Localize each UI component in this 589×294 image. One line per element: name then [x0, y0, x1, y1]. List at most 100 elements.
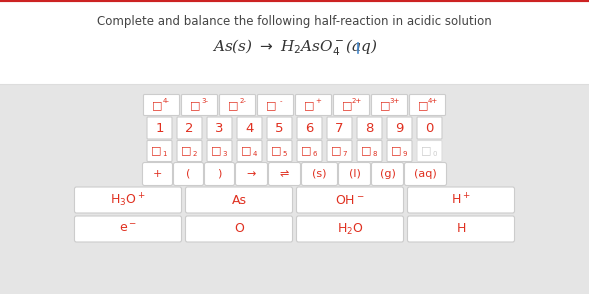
Text: □: □: [181, 145, 192, 155]
Text: 3: 3: [215, 121, 224, 134]
Text: (s): (s): [312, 169, 327, 179]
FancyBboxPatch shape: [267, 141, 292, 161]
Text: OH$^-$: OH$^-$: [335, 193, 365, 206]
Text: 6: 6: [305, 121, 314, 134]
FancyBboxPatch shape: [237, 117, 262, 139]
Text: H$_2$O: H$_2$O: [337, 221, 363, 237]
Text: 0: 0: [425, 121, 434, 134]
Text: (l): (l): [349, 169, 360, 179]
Text: □: □: [190, 100, 201, 110]
Text: 2+: 2+: [352, 98, 362, 104]
Text: e$^-$: e$^-$: [119, 223, 137, 235]
FancyBboxPatch shape: [302, 163, 337, 186]
FancyBboxPatch shape: [143, 163, 173, 186]
FancyBboxPatch shape: [74, 216, 181, 242]
Text: 0: 0: [432, 151, 437, 157]
FancyBboxPatch shape: [357, 117, 382, 139]
FancyBboxPatch shape: [296, 187, 403, 213]
Text: □: □: [241, 145, 252, 155]
Text: 4+: 4+: [428, 98, 438, 104]
Text: ⇌: ⇌: [280, 169, 289, 179]
Text: □: □: [229, 100, 239, 110]
Text: 3: 3: [222, 151, 227, 157]
FancyBboxPatch shape: [269, 163, 300, 186]
Text: (: (: [186, 169, 191, 179]
FancyBboxPatch shape: [267, 117, 292, 139]
Text: 4: 4: [252, 151, 257, 157]
FancyBboxPatch shape: [0, 84, 589, 294]
Text: 1: 1: [155, 121, 164, 134]
FancyBboxPatch shape: [409, 94, 445, 116]
Text: 4: 4: [245, 121, 254, 134]
Text: 3+: 3+: [389, 98, 400, 104]
FancyBboxPatch shape: [408, 216, 515, 242]
Text: H$^+$: H$^+$: [451, 192, 471, 208]
Text: □: □: [331, 145, 342, 155]
Text: As(s) $\rightarrow$ H$_2$AsO$_4^-$(aq): As(s) $\rightarrow$ H$_2$AsO$_4^-$(aq): [211, 38, 378, 58]
Text: Complete and balance the following half-reaction in acidic solution: Complete and balance the following half-…: [97, 16, 492, 29]
Text: □: □: [211, 145, 221, 155]
FancyBboxPatch shape: [177, 141, 202, 161]
FancyBboxPatch shape: [387, 141, 412, 161]
Text: □: □: [266, 100, 277, 110]
Text: (aq): (aq): [414, 169, 437, 179]
FancyBboxPatch shape: [207, 117, 232, 139]
FancyBboxPatch shape: [296, 216, 403, 242]
FancyBboxPatch shape: [297, 117, 322, 139]
FancyBboxPatch shape: [333, 94, 369, 116]
Text: □: □: [272, 145, 282, 155]
FancyBboxPatch shape: [372, 94, 408, 116]
Text: 1: 1: [162, 151, 167, 157]
Text: H: H: [456, 223, 466, 235]
Text: 3-: 3-: [201, 98, 208, 104]
FancyBboxPatch shape: [144, 94, 180, 116]
Text: 8: 8: [365, 121, 373, 134]
FancyBboxPatch shape: [236, 163, 267, 186]
Text: +: +: [316, 98, 322, 104]
FancyBboxPatch shape: [327, 141, 352, 161]
FancyBboxPatch shape: [387, 117, 412, 139]
FancyBboxPatch shape: [357, 141, 382, 161]
Text: 7: 7: [342, 151, 347, 157]
FancyBboxPatch shape: [147, 117, 172, 139]
FancyBboxPatch shape: [237, 141, 262, 161]
FancyBboxPatch shape: [177, 117, 202, 139]
FancyBboxPatch shape: [220, 94, 256, 116]
Text: As: As: [231, 193, 247, 206]
Text: □: □: [421, 145, 432, 155]
Text: 2-: 2-: [239, 98, 246, 104]
FancyBboxPatch shape: [257, 94, 293, 116]
Text: -: -: [279, 98, 282, 104]
Text: 4-: 4-: [163, 98, 170, 104]
Text: O: O: [234, 223, 244, 235]
Text: 9: 9: [395, 121, 403, 134]
Text: (g): (g): [379, 169, 395, 179]
Text: 8: 8: [372, 151, 377, 157]
FancyBboxPatch shape: [147, 141, 172, 161]
Text: H$_3$O$^+$: H$_3$O$^+$: [110, 191, 145, 209]
Text: 9: 9: [402, 151, 407, 157]
Text: □: □: [342, 100, 353, 110]
Text: 7: 7: [335, 121, 344, 134]
Text: □: □: [380, 100, 391, 110]
Text: →: →: [247, 169, 256, 179]
FancyBboxPatch shape: [296, 94, 332, 116]
FancyBboxPatch shape: [417, 117, 442, 139]
FancyBboxPatch shape: [186, 216, 293, 242]
FancyBboxPatch shape: [327, 117, 352, 139]
Text: 6: 6: [312, 151, 317, 157]
FancyBboxPatch shape: [186, 187, 293, 213]
FancyBboxPatch shape: [181, 94, 217, 116]
Text: □: □: [305, 100, 315, 110]
FancyBboxPatch shape: [297, 141, 322, 161]
FancyBboxPatch shape: [372, 163, 403, 186]
FancyBboxPatch shape: [405, 163, 446, 186]
FancyBboxPatch shape: [204, 163, 234, 186]
FancyBboxPatch shape: [339, 163, 370, 186]
Text: □: □: [361, 145, 372, 155]
Text: □: □: [418, 100, 429, 110]
Text: +: +: [153, 169, 162, 179]
Text: 2: 2: [193, 151, 197, 157]
FancyBboxPatch shape: [417, 141, 442, 161]
FancyBboxPatch shape: [207, 141, 232, 161]
